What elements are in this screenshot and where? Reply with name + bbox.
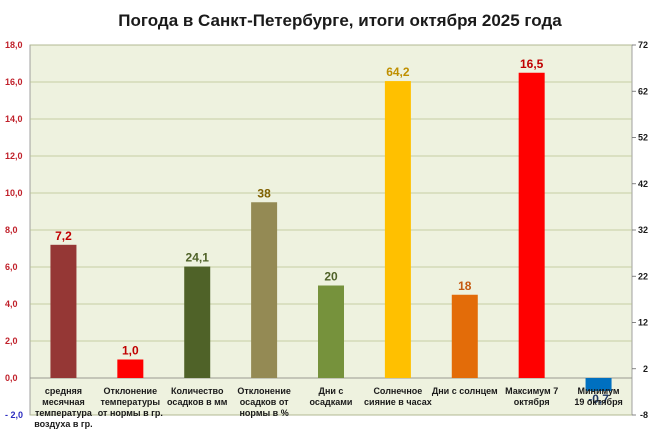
bar-value-label: 24,1 — [186, 251, 210, 265]
left-tick-label: 12,0 — [5, 151, 23, 161]
bar-value-label: 64,2 — [386, 65, 410, 79]
left-tick-label: 10,0 — [5, 188, 23, 198]
category-label: Количество осадков в мм — [167, 386, 228, 407]
category-label: Минимум 19 октября — [574, 386, 622, 407]
left-tick-label: 8,0 — [5, 225, 18, 235]
left-tick-label: - 2,0 — [5, 410, 23, 420]
category-label: Максимум 7 октября — [505, 386, 558, 407]
left-tick-label: 2,0 — [5, 336, 18, 346]
left-tick-label: 6,0 — [5, 262, 18, 272]
category-label: Солнечное сияние в часах — [364, 386, 432, 407]
right-tick-label: -8 — [640, 410, 648, 420]
bar — [50, 244, 77, 378]
right-tick-label: 2 — [643, 364, 648, 374]
bar — [518, 72, 545, 378]
category-label: Дни с солнцем — [432, 386, 498, 396]
bar-value-label: -0,7 — [588, 392, 609, 406]
category-label: средняя месячная температура воздуха в гр. — [34, 386, 93, 429]
right-axis: -8 2 12 22 32 42 52 62 72 — [632, 40, 648, 420]
category-label: Отклонение осадков от нормы в % — [237, 386, 291, 418]
left-tick-label: 4,0 — [5, 299, 18, 309]
bar-value-label: 18 — [458, 279, 472, 293]
category-labels: средняя месячная температура воздуха в гр.О… — [34, 386, 623, 429]
bar-value-label: 38 — [257, 186, 271, 200]
chart-title: Погода в Санкт-Петербурге, итоги октября… — [118, 11, 562, 30]
bar — [251, 202, 278, 378]
right-tick-label: 62 — [638, 86, 648, 96]
left-axis: - 2,0 0,0 2,0 4,0 6,0 8,0 10,0 12,0 14,0 16,0 18,0 — [5, 40, 23, 420]
bar — [384, 81, 411, 378]
bars — [50, 72, 612, 391]
right-tick-label: 32 — [638, 225, 648, 235]
right-tick-label: 22 — [638, 271, 648, 281]
left-tick-label: 18,0 — [5, 40, 23, 50]
bar-value-label: 1,0 — [122, 344, 139, 358]
category-label: Отклонение температуры от нормы в гр. — [98, 386, 163, 418]
left-tick-label: 16,0 — [5, 77, 23, 87]
left-tick-label: 0,0 — [5, 373, 18, 383]
category-label: Дни с осадками — [310, 386, 353, 407]
right-tick-label: 72 — [638, 40, 648, 50]
bar — [585, 378, 612, 391]
bar — [184, 266, 211, 378]
bar — [318, 285, 344, 378]
left-tick-label: 14,0 — [5, 114, 23, 124]
right-tick-label: 52 — [638, 133, 648, 143]
value-labels: 7,2 1,0 24,1 38 20 64,2 18 16,5 -0,7 — [55, 57, 609, 406]
bar-value-label: 16,5 — [520, 57, 544, 71]
bar — [117, 359, 144, 378]
bar-value-label: 7,2 — [55, 229, 72, 243]
bar — [451, 294, 478, 378]
bar-value-label: 20 — [324, 270, 338, 284]
right-tick-label: 42 — [638, 179, 648, 189]
right-tick-label: 12 — [638, 318, 648, 328]
